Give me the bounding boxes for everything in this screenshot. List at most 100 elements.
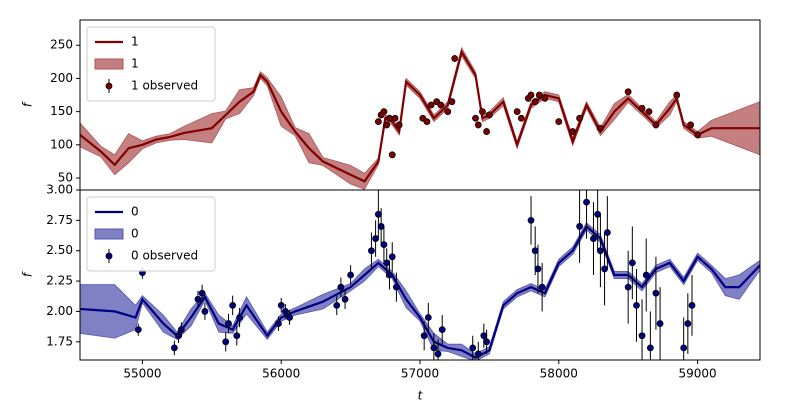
observed-point	[134, 326, 142, 334]
legend-label: 0	[131, 227, 139, 241]
observed-point	[395, 121, 403, 129]
observed-point	[684, 320, 692, 327]
observed-point	[485, 111, 493, 119]
observed-point	[628, 259, 636, 267]
observed-point	[656, 320, 664, 327]
observed-point	[483, 128, 491, 135]
observed-point	[420, 332, 428, 340]
observed-point	[527, 91, 535, 99]
confidence-band	[80, 46, 760, 190]
observed-point	[372, 235, 379, 242]
observed-point	[286, 314, 293, 321]
observed-point	[229, 301, 237, 309]
observed-point	[380, 241, 388, 249]
mean-line	[80, 224, 760, 359]
observed-point	[673, 91, 681, 99]
observed-point	[388, 151, 396, 159]
observed-point	[479, 108, 486, 116]
plot-area	[80, 46, 760, 190]
observed-point	[194, 295, 202, 303]
observed-point	[646, 344, 654, 352]
observed-point	[275, 320, 282, 327]
legend-box	[86, 196, 216, 272]
mean-line	[80, 49, 760, 183]
y-tick-label: 250	[50, 38, 73, 52]
observed-point	[423, 118, 431, 126]
y-tick-label: 2.50	[46, 243, 73, 257]
observed-point	[694, 131, 701, 139]
observed-point	[638, 332, 646, 340]
observed-point	[527, 216, 535, 224]
observed-point	[451, 55, 459, 62]
observed-point	[368, 247, 375, 255]
observed-point	[388, 253, 396, 261]
legend-label: 1 observed	[131, 79, 198, 93]
observed-point	[583, 198, 590, 206]
legend-box	[86, 26, 216, 102]
observed-point	[469, 344, 477, 352]
observed-point	[576, 223, 583, 230]
x-tick-label: 59000	[678, 367, 716, 381]
x-axis-label: t	[418, 389, 424, 400]
observed-point	[535, 91, 543, 99]
y-tick-label: 1.75	[46, 334, 73, 348]
observed-point	[531, 98, 539, 106]
observed-point	[430, 344, 438, 352]
y-axis-label: f	[21, 271, 35, 277]
observed-point	[652, 289, 660, 297]
observed-point	[386, 271, 393, 279]
y-tick-label: 200	[50, 71, 73, 85]
observed-point	[201, 308, 209, 315]
observed-point	[233, 332, 241, 340]
observed-point	[638, 104, 646, 112]
observed-point	[438, 326, 446, 334]
observed-point	[427, 101, 435, 109]
observed-point	[383, 259, 391, 267]
legend-marker	[105, 82, 113, 90]
y-tick-label: 3.00	[46, 183, 73, 197]
observed-point	[483, 338, 491, 346]
observed-point	[652, 121, 660, 129]
observed-point	[434, 350, 442, 358]
y-tick-label: 150	[50, 104, 73, 118]
observed-point	[347, 271, 355, 279]
legend-label: 1	[131, 57, 139, 71]
observed-point	[474, 121, 482, 129]
observed-point	[601, 265, 608, 273]
x-tick-label: 58000	[540, 367, 578, 381]
observed-point	[437, 101, 445, 109]
observed-point	[380, 108, 388, 116]
x-tick-label: 57000	[401, 367, 439, 381]
y-tick-label: 2.00	[46, 304, 73, 318]
observed-point	[603, 229, 611, 236]
observed-point	[337, 283, 345, 291]
y-tick-label: 100	[50, 137, 73, 151]
observed-point	[225, 320, 232, 327]
observed-point	[393, 283, 400, 291]
observed-point	[383, 121, 391, 129]
observed-point	[472, 114, 479, 122]
observed-point	[680, 344, 688, 352]
observed-point	[374, 210, 382, 218]
x-tick-label: 55000	[123, 367, 161, 381]
observed-point	[175, 332, 182, 340]
observed-point	[569, 128, 577, 135]
y-axis-label: f	[21, 101, 35, 107]
plot-area	[80, 190, 760, 360]
observed-point	[333, 301, 341, 309]
observed-point	[177, 326, 185, 334]
legend-patch	[94, 228, 124, 240]
observed-point	[444, 108, 452, 116]
observed-point	[555, 118, 563, 126]
observed-point	[377, 223, 385, 230]
observed-point	[590, 235, 597, 242]
legend-patch	[94, 58, 124, 70]
y-tick-label: 2.25	[46, 274, 73, 288]
observed-point	[541, 94, 549, 102]
legend-label: 0	[131, 205, 139, 219]
observed-point	[642, 271, 650, 279]
observed-point	[534, 265, 542, 273]
observed-point	[576, 114, 583, 122]
observed-point	[531, 247, 539, 255]
